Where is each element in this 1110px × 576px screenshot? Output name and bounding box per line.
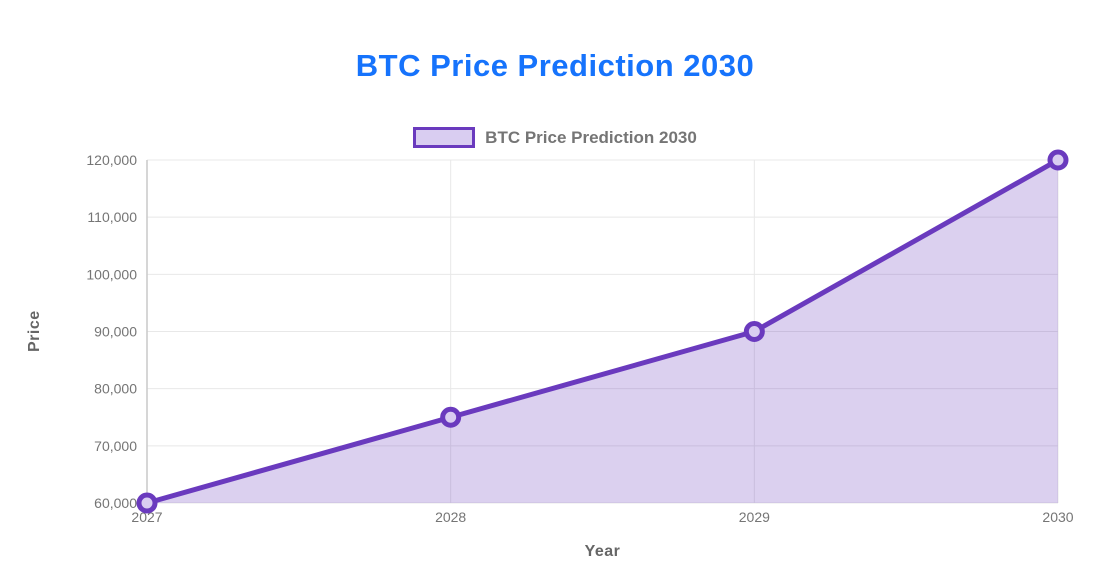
y-tick-label: 80,000 bbox=[94, 381, 137, 397]
y-tick-label: 120,000 bbox=[86, 152, 137, 168]
data-point-marker[interactable] bbox=[440, 406, 462, 428]
x-tick-label: 2028 bbox=[435, 509, 466, 525]
x-tick-label: 2030 bbox=[1042, 509, 1073, 525]
page-title: BTC Price Prediction 2030 bbox=[355, 48, 755, 83]
x-tick-label: 2029 bbox=[739, 509, 770, 525]
x-axis-title: Year bbox=[584, 543, 621, 560]
x-tick-label: 2027 bbox=[131, 509, 162, 525]
data-point-marker[interactable] bbox=[743, 321, 765, 342]
y-axis-title: Price bbox=[26, 310, 43, 353]
data-point-marker[interactable] bbox=[136, 492, 158, 514]
price-line bbox=[144, 157, 1061, 506]
data-point-marker[interactable] bbox=[1047, 149, 1069, 171]
y-tick-label: 90,000 bbox=[94, 324, 137, 340]
legend-item[interactable]: BTC Price Prediction 2030 bbox=[0, 127, 1110, 148]
y-tick-label: 60,000 bbox=[94, 495, 137, 511]
area-fill bbox=[147, 160, 1058, 503]
legend-swatch bbox=[413, 127, 476, 148]
y-tick-label: 100,000 bbox=[86, 266, 137, 282]
y-tick-label: 70,000 bbox=[94, 438, 137, 454]
y-tick-label: 110,000 bbox=[87, 209, 137, 225]
legend-label: BTC Price Prediction 2030 bbox=[485, 127, 697, 147]
